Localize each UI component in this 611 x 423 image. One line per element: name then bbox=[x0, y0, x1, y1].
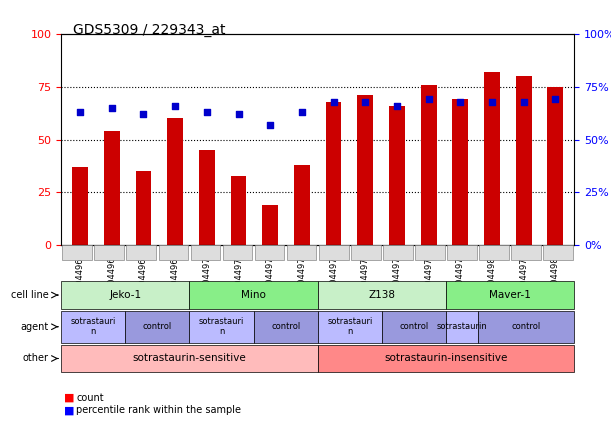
Point bbox=[202, 109, 212, 115]
Point bbox=[265, 121, 275, 128]
Text: cell line: cell line bbox=[11, 290, 49, 300]
Text: sotrastaurin: sotrastaurin bbox=[437, 322, 488, 331]
Bar bbox=[484, 72, 500, 245]
Bar bbox=[262, 205, 278, 245]
Point bbox=[297, 109, 307, 115]
Bar bbox=[167, 118, 183, 245]
Text: ■: ■ bbox=[64, 405, 75, 415]
Point bbox=[75, 109, 85, 115]
Point bbox=[519, 98, 529, 105]
Text: sotrastauri
n: sotrastauri n bbox=[70, 317, 116, 336]
Point bbox=[329, 98, 338, 105]
Text: sotrastauri
n: sotrastauri n bbox=[327, 317, 373, 336]
Point bbox=[551, 96, 560, 103]
Text: GDS5309 / 229343_at: GDS5309 / 229343_at bbox=[73, 23, 226, 37]
Point bbox=[455, 98, 465, 105]
Bar bbox=[357, 95, 373, 245]
Text: Maver-1: Maver-1 bbox=[489, 290, 531, 300]
Text: percentile rank within the sample: percentile rank within the sample bbox=[76, 405, 241, 415]
Text: sotrastaurin-sensitive: sotrastaurin-sensitive bbox=[133, 354, 246, 363]
Text: sotrastaurin-insensitive: sotrastaurin-insensitive bbox=[384, 354, 508, 363]
Bar bbox=[230, 176, 246, 245]
Bar bbox=[326, 102, 342, 245]
Text: control: control bbox=[143, 322, 172, 331]
Point bbox=[233, 111, 243, 118]
Text: control: control bbox=[400, 322, 428, 331]
Bar bbox=[199, 150, 214, 245]
Text: Mino: Mino bbox=[241, 290, 266, 300]
Bar bbox=[72, 167, 88, 245]
Point bbox=[360, 98, 370, 105]
Point bbox=[392, 102, 402, 109]
Text: count: count bbox=[76, 393, 104, 403]
Point bbox=[107, 104, 117, 111]
Point bbox=[423, 96, 433, 103]
Text: other: other bbox=[23, 354, 49, 363]
Text: Jeko-1: Jeko-1 bbox=[109, 290, 141, 300]
Point bbox=[170, 102, 180, 109]
Bar bbox=[294, 165, 310, 245]
Point bbox=[487, 98, 497, 105]
Bar bbox=[547, 87, 563, 245]
Text: sotrastauri
n: sotrastauri n bbox=[199, 317, 244, 336]
Bar bbox=[421, 85, 436, 245]
Text: control: control bbox=[511, 322, 541, 331]
Text: ■: ■ bbox=[64, 393, 75, 403]
Text: agent: agent bbox=[21, 322, 49, 332]
Text: Z138: Z138 bbox=[368, 290, 395, 300]
Text: control: control bbox=[271, 322, 300, 331]
Bar bbox=[136, 171, 152, 245]
Bar bbox=[452, 99, 468, 245]
Bar bbox=[516, 76, 532, 245]
Bar bbox=[104, 131, 120, 245]
Bar bbox=[389, 106, 405, 245]
Point bbox=[139, 111, 148, 118]
